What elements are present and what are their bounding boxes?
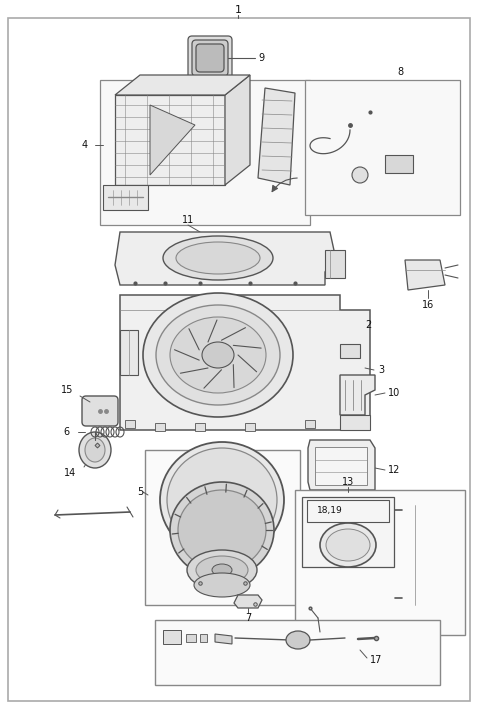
Ellipse shape bbox=[196, 556, 248, 584]
Polygon shape bbox=[120, 295, 370, 430]
Text: 7: 7 bbox=[245, 613, 251, 623]
Ellipse shape bbox=[79, 432, 111, 468]
Ellipse shape bbox=[85, 438, 105, 462]
Polygon shape bbox=[305, 80, 460, 215]
Ellipse shape bbox=[286, 631, 310, 649]
Polygon shape bbox=[115, 95, 225, 185]
Text: 12: 12 bbox=[388, 465, 400, 475]
Text: 17: 17 bbox=[370, 655, 383, 665]
Polygon shape bbox=[258, 88, 295, 185]
Text: 8: 8 bbox=[397, 67, 403, 77]
Polygon shape bbox=[115, 232, 335, 285]
Bar bbox=[200, 634, 207, 642]
Bar bbox=[305, 420, 315, 428]
Text: 1: 1 bbox=[235, 5, 241, 15]
FancyBboxPatch shape bbox=[196, 44, 224, 72]
FancyBboxPatch shape bbox=[192, 40, 228, 76]
FancyBboxPatch shape bbox=[82, 396, 118, 426]
Bar bbox=[307, 500, 389, 522]
Ellipse shape bbox=[176, 242, 260, 274]
Polygon shape bbox=[308, 440, 375, 490]
FancyBboxPatch shape bbox=[340, 630, 360, 648]
Bar bbox=[186, 634, 196, 642]
FancyBboxPatch shape bbox=[395, 495, 460, 615]
Bar bbox=[385, 155, 413, 173]
Ellipse shape bbox=[163, 236, 273, 280]
Polygon shape bbox=[115, 75, 250, 95]
Polygon shape bbox=[234, 595, 262, 608]
Text: 16: 16 bbox=[422, 300, 434, 310]
Polygon shape bbox=[120, 330, 138, 375]
Bar bbox=[163, 630, 181, 644]
Ellipse shape bbox=[320, 523, 376, 567]
Ellipse shape bbox=[326, 529, 370, 561]
FancyBboxPatch shape bbox=[188, 36, 232, 80]
Text: 2: 2 bbox=[365, 320, 371, 330]
Text: 4: 4 bbox=[82, 140, 88, 150]
Bar bbox=[245, 423, 255, 431]
Text: 18,19: 18,19 bbox=[317, 506, 343, 515]
Text: 15: 15 bbox=[61, 385, 73, 395]
Text: 10: 10 bbox=[388, 388, 400, 398]
Bar bbox=[125, 420, 135, 428]
Ellipse shape bbox=[194, 573, 250, 597]
Text: 11: 11 bbox=[182, 215, 194, 225]
Ellipse shape bbox=[170, 482, 274, 578]
Text: 13: 13 bbox=[342, 477, 354, 487]
Ellipse shape bbox=[143, 293, 293, 417]
Bar bbox=[302, 497, 394, 567]
Ellipse shape bbox=[160, 442, 284, 558]
Polygon shape bbox=[150, 105, 195, 175]
Text: 6: 6 bbox=[63, 427, 69, 437]
Bar bbox=[295, 490, 465, 635]
Polygon shape bbox=[405, 260, 445, 290]
Bar bbox=[103, 185, 148, 210]
Text: 14: 14 bbox=[64, 468, 76, 478]
Ellipse shape bbox=[170, 317, 266, 393]
Ellipse shape bbox=[156, 305, 280, 405]
Ellipse shape bbox=[167, 448, 277, 552]
Bar bbox=[145, 450, 300, 605]
Bar bbox=[155, 620, 440, 685]
Bar bbox=[155, 423, 165, 431]
Text: 3: 3 bbox=[378, 365, 384, 375]
Bar bbox=[195, 423, 205, 431]
Bar bbox=[325, 250, 345, 278]
Ellipse shape bbox=[187, 550, 257, 590]
Polygon shape bbox=[225, 75, 250, 185]
Ellipse shape bbox=[352, 167, 368, 183]
Bar bbox=[100, 80, 310, 225]
Text: 9: 9 bbox=[258, 53, 264, 63]
Polygon shape bbox=[215, 634, 232, 644]
Ellipse shape bbox=[212, 564, 232, 576]
Bar bbox=[340, 344, 360, 358]
Ellipse shape bbox=[178, 490, 266, 570]
Text: 5: 5 bbox=[137, 487, 143, 497]
Ellipse shape bbox=[202, 342, 234, 368]
Bar bbox=[315, 447, 367, 485]
Polygon shape bbox=[340, 415, 370, 430]
Polygon shape bbox=[340, 375, 375, 415]
